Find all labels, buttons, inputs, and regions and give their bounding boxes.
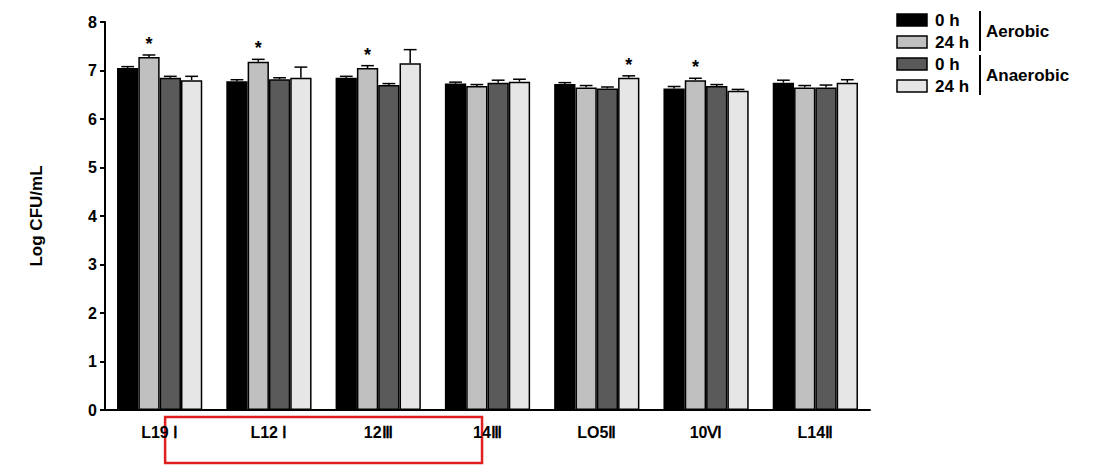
svg-text:4: 4	[88, 208, 97, 225]
svg-text:7: 7	[88, 62, 97, 79]
svg-text:5: 5	[88, 159, 97, 176]
svg-text:*: *	[625, 55, 632, 75]
svg-text:*: *	[145, 34, 152, 54]
svg-text:*: *	[364, 45, 371, 65]
svg-text:L12 Ⅰ: L12 Ⅰ	[250, 424, 287, 441]
svg-text:10Ⅵ: 10Ⅵ	[690, 424, 723, 441]
svg-text:0 h: 0 h	[935, 55, 960, 74]
svg-text:6: 6	[88, 111, 97, 128]
svg-text:24 h: 24 h	[935, 77, 969, 96]
svg-text:L19 Ⅰ: L19 Ⅰ	[141, 424, 178, 441]
svg-text:8: 8	[88, 14, 97, 31]
svg-text:3: 3	[88, 256, 97, 273]
svg-text:Anaerobic: Anaerobic	[986, 66, 1069, 85]
svg-text:2: 2	[88, 305, 97, 322]
svg-text:LO5Ⅱ: LO5Ⅱ	[577, 424, 616, 441]
svg-text:14Ⅲ: 14Ⅲ	[473, 424, 502, 441]
svg-text:*: *	[255, 38, 262, 58]
svg-text:L14Ⅱ: L14Ⅱ	[798, 424, 834, 441]
svg-text:12Ⅲ: 12Ⅲ	[364, 424, 393, 441]
svg-text:1: 1	[88, 353, 97, 370]
svg-text:Aerobic: Aerobic	[986, 22, 1049, 41]
svg-text:*: *	[692, 57, 699, 77]
svg-text:24 h: 24 h	[935, 33, 969, 52]
svg-text:0: 0	[88, 402, 97, 419]
svg-text:Log CFU/mL: Log CFU/mL	[27, 165, 46, 266]
svg-text:0 h: 0 h	[935, 11, 960, 30]
